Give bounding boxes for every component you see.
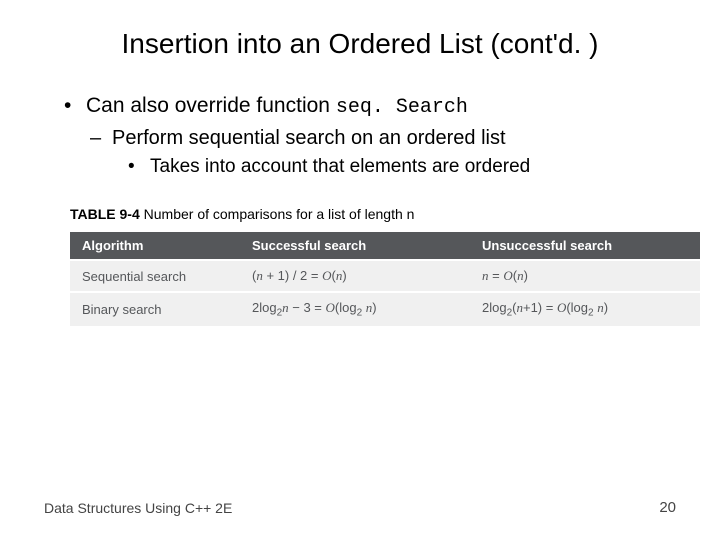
slide: Insertion into an Ordered List (cont'd. … bbox=[0, 0, 720, 540]
comparison-table: Algorithm Successful search Unsuccessful… bbox=[70, 230, 700, 328]
table-caption-text: Number of comparisons for a list of leng… bbox=[140, 206, 415, 222]
table-cell: n = O(n) bbox=[470, 261, 700, 291]
table-cell: Sequential search bbox=[70, 261, 240, 291]
table-header-row: Algorithm Successful search Unsuccessful… bbox=[70, 232, 700, 259]
table-header: Successful search bbox=[240, 232, 470, 259]
bullet-text: Can also override function bbox=[86, 94, 336, 117]
table-cell: (n + 1) / 2 = O(n) bbox=[240, 261, 470, 291]
table-caption-label: TABLE 9-4 bbox=[70, 206, 140, 222]
table-row: Sequential search (n + 1) / 2 = O(n) n =… bbox=[70, 261, 700, 291]
bullet-level-2: Perform sequential search on an ordered … bbox=[90, 127, 680, 150]
table-header: Unsuccessful search bbox=[470, 232, 700, 259]
code-inline: seq. Search bbox=[336, 96, 468, 119]
footer-source: Data Structures Using C++ 2E bbox=[44, 500, 232, 516]
table-caption: TABLE 9-4 Number of comparisons for a li… bbox=[70, 206, 680, 222]
bullet-list: Can also override function seq. Search P… bbox=[40, 94, 680, 178]
page-number: 20 bbox=[659, 499, 676, 516]
bullet-level-3: Takes into account that elements are ord… bbox=[128, 156, 680, 178]
table-row: Binary search 2log2n − 3 = O(log2 n) 2lo… bbox=[70, 293, 700, 326]
table-cell: 2log2(n+1) = O(log2 n) bbox=[470, 293, 700, 326]
page-title: Insertion into an Ordered List (cont'd. … bbox=[40, 28, 680, 60]
bullet-level-1: Can also override function seq. Search bbox=[64, 94, 680, 119]
table-header: Algorithm bbox=[70, 232, 240, 259]
table-cell: Binary search bbox=[70, 293, 240, 326]
table-cell: 2log2n − 3 = O(log2 n) bbox=[240, 293, 470, 326]
